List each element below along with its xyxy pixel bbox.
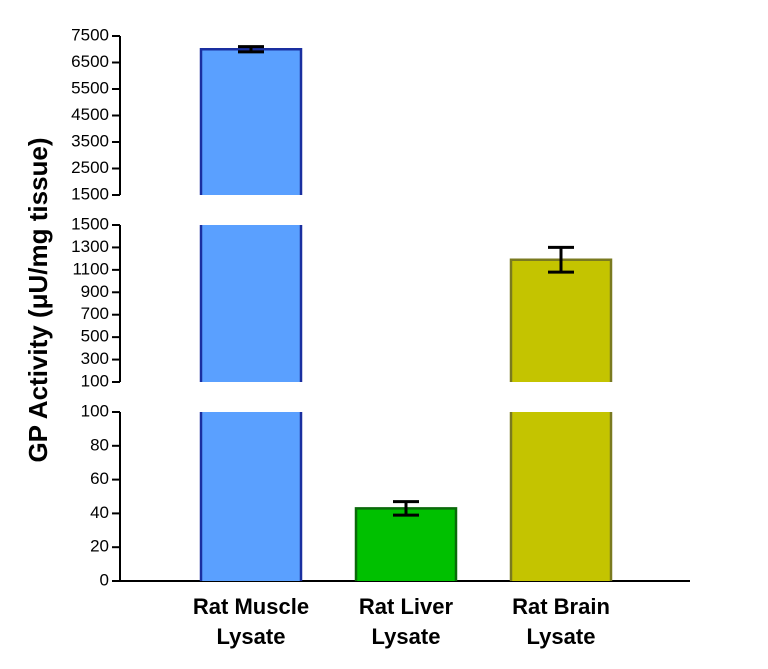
- y-tick-label: 500: [81, 327, 109, 346]
- x-tick-label: Rat Brain: [512, 594, 610, 619]
- bar: [356, 508, 456, 581]
- x-tick-label: Rat Muscle: [193, 594, 309, 619]
- y-tick-label: 3500: [71, 131, 109, 150]
- y-tick-label: 100: [81, 371, 109, 390]
- y-axis-label: GP Activity (μU/mg tissue): [23, 137, 53, 462]
- x-tick-label: Lysate: [217, 624, 286, 649]
- bar: [201, 49, 301, 195]
- y-tick-label: 2500: [71, 158, 109, 177]
- y-tick-label: 1500: [71, 214, 109, 233]
- y-tick-label: 0: [100, 570, 109, 589]
- y-tick-label: 60: [90, 469, 109, 488]
- y-tick-label: 40: [90, 503, 109, 522]
- bar: [201, 225, 301, 382]
- y-tick-label: 4500: [71, 105, 109, 124]
- y-tick-label: 1500: [71, 184, 109, 203]
- bar: [511, 259, 611, 382]
- y-tick-label: 1300: [71, 237, 109, 256]
- bar: [201, 412, 301, 581]
- y-tick-label: 80: [90, 435, 109, 454]
- bar-edge: [199, 412, 303, 581]
- y-tick-label: 5500: [71, 78, 109, 97]
- bar: [511, 412, 611, 581]
- error-bar: [238, 45, 264, 54]
- x-tick-label: Lysate: [372, 624, 441, 649]
- y-tick-label: 1100: [72, 259, 109, 278]
- bar-edge: [509, 412, 613, 581]
- y-tick-label: 100: [81, 401, 109, 420]
- bar-edge: [199, 225, 303, 382]
- y-tick-label: 300: [81, 349, 109, 368]
- x-tick-label: Rat Liver: [359, 594, 454, 619]
- y-tick-label: 700: [81, 304, 109, 323]
- y-tick-label: 6500: [71, 52, 109, 71]
- error-bar: [548, 245, 574, 274]
- y-tick-label: 900: [81, 282, 109, 301]
- error-bar: [393, 500, 419, 517]
- x-tick-label: Lysate: [527, 624, 596, 649]
- y-tick-label: 20: [90, 537, 109, 556]
- y-tick-label: 7500: [71, 25, 109, 44]
